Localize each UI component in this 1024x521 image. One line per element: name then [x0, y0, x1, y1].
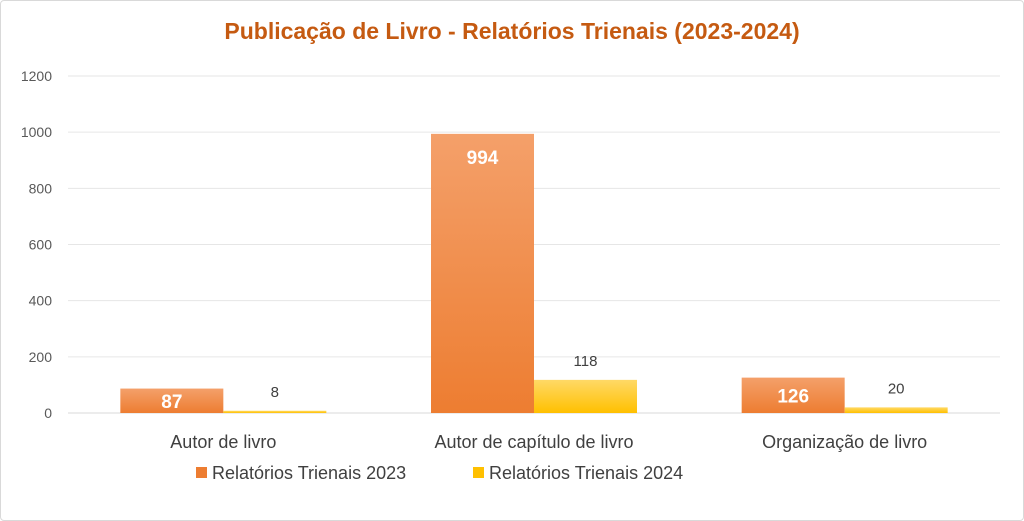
bar-series2-0 — [223, 410, 327, 413]
y-tick-label-400: 400 — [29, 293, 53, 309]
chart-title: Publicação de Livro - Relatórios Trienai… — [224, 18, 800, 44]
data-label-series2-2: 20 — [888, 380, 905, 397]
bar-series1-0 — [120, 388, 224, 413]
legend-swatch-1 — [196, 467, 207, 478]
data-label-series1-0: 87 — [161, 392, 182, 413]
bar-series1-1 — [431, 133, 534, 413]
data-labels: 87 8 994 118 126 20 — [161, 148, 904, 413]
data-label-series1-2: 126 — [777, 386, 809, 407]
bars — [120, 133, 948, 413]
data-label-series2-0: 8 — [271, 384, 279, 401]
y-tick-label-200: 200 — [29, 349, 53, 365]
legend-swatch-2 — [473, 467, 484, 478]
x-category-label-0: Autor de livro — [170, 432, 276, 452]
legend-label-1: Relatórios Trienais 2023 — [212, 463, 406, 483]
y-tick-label-1000: 1000 — [21, 124, 52, 140]
x-axis: Autor de livro Autor de capítulo de livro… — [170, 432, 927, 452]
x-category-label-2: Organização de livro — [762, 432, 927, 452]
y-tick-label-0: 0 — [44, 405, 52, 421]
y-axis: 0 200 400 600 800 1000 1200 — [21, 68, 52, 421]
data-label-series2-1: 118 — [574, 353, 598, 370]
data-label-series1-1: 994 — [467, 148, 499, 169]
legend: Relatórios Trienais 2023 Relatórios Trien… — [196, 463, 683, 483]
y-tick-label-600: 600 — [29, 237, 53, 253]
y-tick-label-800: 800 — [29, 180, 53, 196]
x-category-label-1: Autor de capítulo de livro — [434, 432, 633, 452]
legend-label-2: Relatórios Trienais 2024 — [489, 463, 683, 483]
bar-series2-2 — [844, 407, 948, 413]
bar-series2-1 — [534, 379, 637, 413]
y-tick-label-1200: 1200 — [21, 68, 52, 84]
bar-series1-2 — [741, 377, 845, 413]
